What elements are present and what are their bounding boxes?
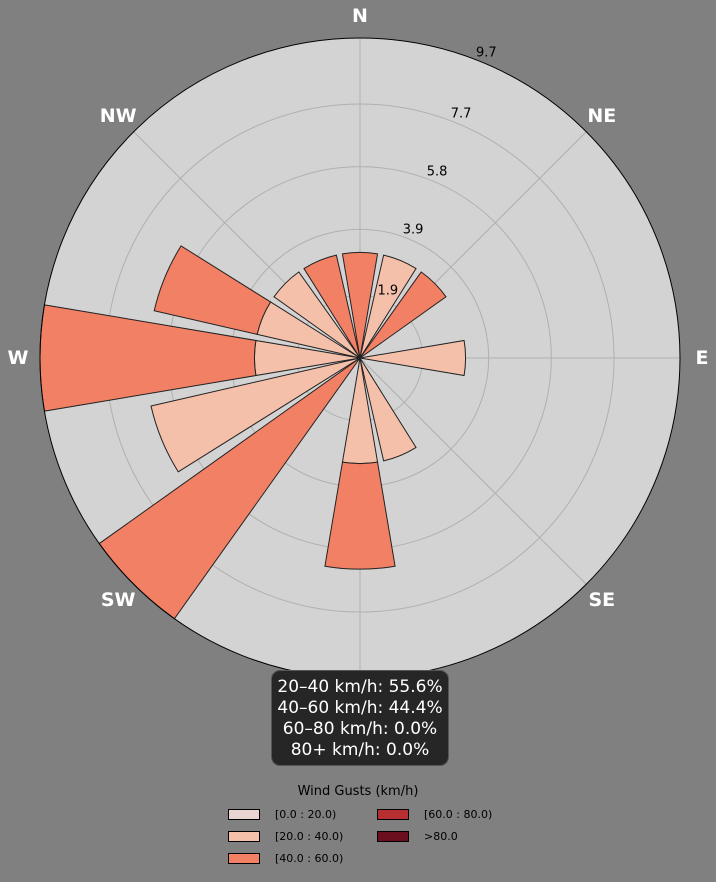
summary-box: 20–40 km/h: 55.6% 40–60 km/h: 44.4% 60–8… — [271, 670, 449, 766]
legend-item-20-40: [20.0 : 40.0) — [228, 830, 343, 843]
wind-bar-ne-bin-2 — [359, 271, 447, 359]
legend-label: [60.0 : 80.0) — [424, 808, 493, 821]
wind-bars — [39, 37, 681, 675]
wind-bar-wnw-bin-2 — [153, 245, 272, 335]
compass-labels: N NE E SE SW W NW — [8, 5, 709, 611]
wind-bar-e-bin-1 — [359, 339, 467, 377]
radial-tick-label: 3.9 — [403, 222, 424, 237]
compass-label-se: SE — [588, 589, 615, 611]
grid-spoke — [359, 357, 587, 585]
compass-label-w: W — [8, 347, 29, 369]
wind-bar-nne-bin-1 — [359, 254, 417, 359]
legend-label: [40.0 : 60.0) — [275, 852, 344, 865]
summary-line-20-40: 20–40 km/h: 55.6% — [277, 677, 443, 697]
compass-label-e: E — [696, 347, 709, 369]
wind-bar-nw-bin-1 — [273, 271, 361, 359]
legend-label: >80.0 — [424, 830, 458, 843]
wind-bar-nnw-bin-2 — [303, 254, 361, 359]
radial-tick-label: 5.8 — [427, 164, 448, 179]
summary-line-60-80: 60–80 km/h: 0.0% — [282, 719, 438, 739]
wind-bar-sse-bin-1 — [359, 357, 417, 462]
wind-bar-n-bin-2 — [341, 251, 379, 359]
radial-tick-label: 1.9 — [377, 283, 398, 298]
legend-swatch — [377, 809, 409, 820]
plot-frame — [39, 37, 681, 675]
legend-label: [20.0 : 40.0) — [275, 830, 344, 843]
legend-label: [0.0 : 20.0) — [275, 808, 337, 821]
legend-swatch — [228, 831, 260, 842]
compass-label-n: N — [352, 5, 368, 27]
legend-item-0-20: [0.0 : 20.0) — [228, 808, 336, 821]
wind-bar-wsw-bin-1 — [150, 357, 361, 473]
radial-tick-label: 9.7 — [476, 46, 497, 61]
legend-title: Wind Gusts (km/h) — [297, 784, 419, 799]
compass-label-ne: NE — [587, 105, 616, 127]
compass-label-sw: SW — [101, 589, 136, 611]
legend-swatch — [228, 809, 260, 820]
radial-tick-label: 7.7 — [451, 107, 472, 122]
wind-rose-chart: 1.9 3.9 5.8 7.7 9.7 N NE E SE SW W NW — [8, 5, 709, 675]
summary-line-40-60: 40–60 km/h: 44.4% — [277, 698, 443, 718]
legend-item-40-60: [40.0 : 60.0) — [228, 852, 343, 865]
legend-item-60-80: [60.0 : 80.0) — [377, 808, 492, 821]
legend-swatch — [228, 853, 260, 864]
legend-swatch — [377, 831, 409, 842]
compass-label-nw: NW — [100, 105, 137, 127]
wind-bar-s-bin-2 — [324, 461, 396, 570]
radial-tick-labels: 1.9 3.9 5.8 7.7 9.7 — [377, 46, 496, 299]
summary-line-80-plus: 80+ km/h: 0.0% — [290, 740, 430, 760]
legend-item-80-plus: >80.0 — [377, 830, 458, 843]
